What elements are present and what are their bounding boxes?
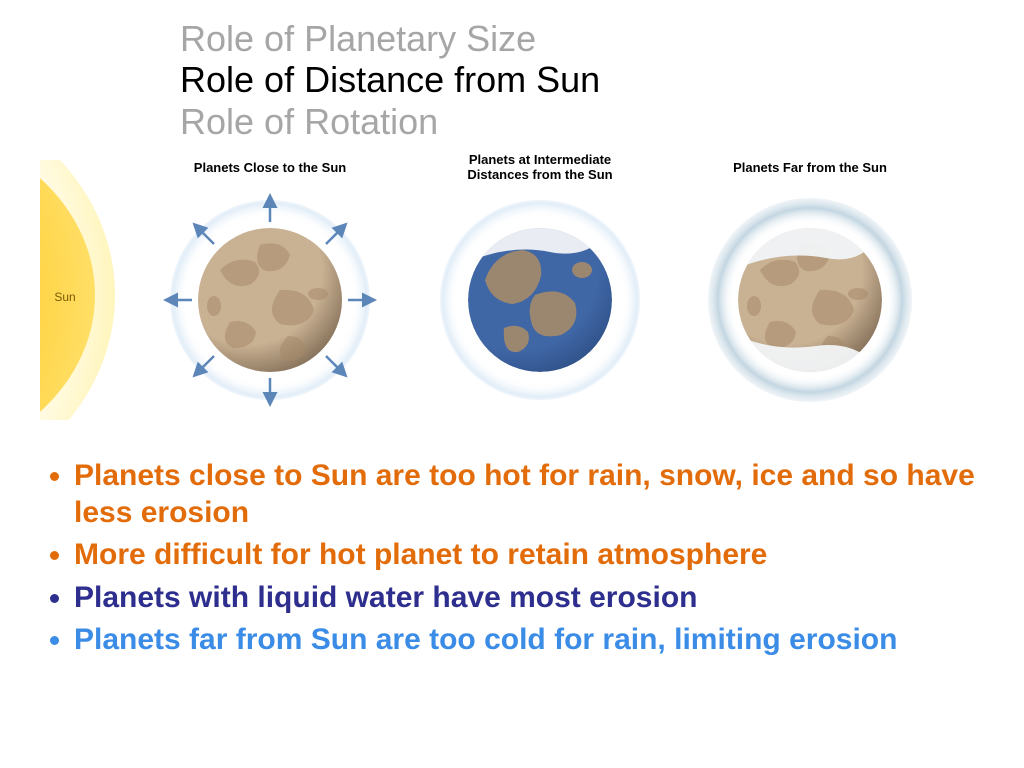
- bullet-4: Planets far from Sun are too cold for ra…: [74, 622, 984, 659]
- label-planets-far: Planets Far from the Sun: [710, 160, 910, 175]
- label-planets-intermediate: Planets at Intermediate Distances from t…: [440, 152, 640, 182]
- label-planets-close: Planets Close to the Sun: [170, 160, 370, 175]
- bullet-2: More difficult for hot planet to retain …: [74, 537, 984, 574]
- bullet-list: Planets close to Sun are too hot for rai…: [40, 458, 984, 665]
- title-line-3: Role of Rotation: [180, 101, 600, 142]
- title-line-2: Role of Distance from Sun: [180, 59, 600, 100]
- title-block: Role of Planetary Size Role of Distance …: [180, 18, 600, 142]
- planet-intermediate: [440, 200, 640, 400]
- diagram-region: Planets Close to the Sun Planets at Inte…: [40, 160, 980, 420]
- slide: Role of Planetary Size Role of Distance …: [0, 0, 1024, 768]
- planet-close: [168, 198, 372, 402]
- title-line-1: Role of Planetary Size: [180, 18, 600, 59]
- planet-far: [708, 198, 912, 402]
- sun-label: Sun: [35, 290, 95, 304]
- bullet-1: Planets close to Sun are too hot for rai…: [74, 458, 984, 531]
- diagram-svg: [40, 160, 980, 420]
- bullet-3: Planets with liquid water have most eros…: [74, 580, 984, 617]
